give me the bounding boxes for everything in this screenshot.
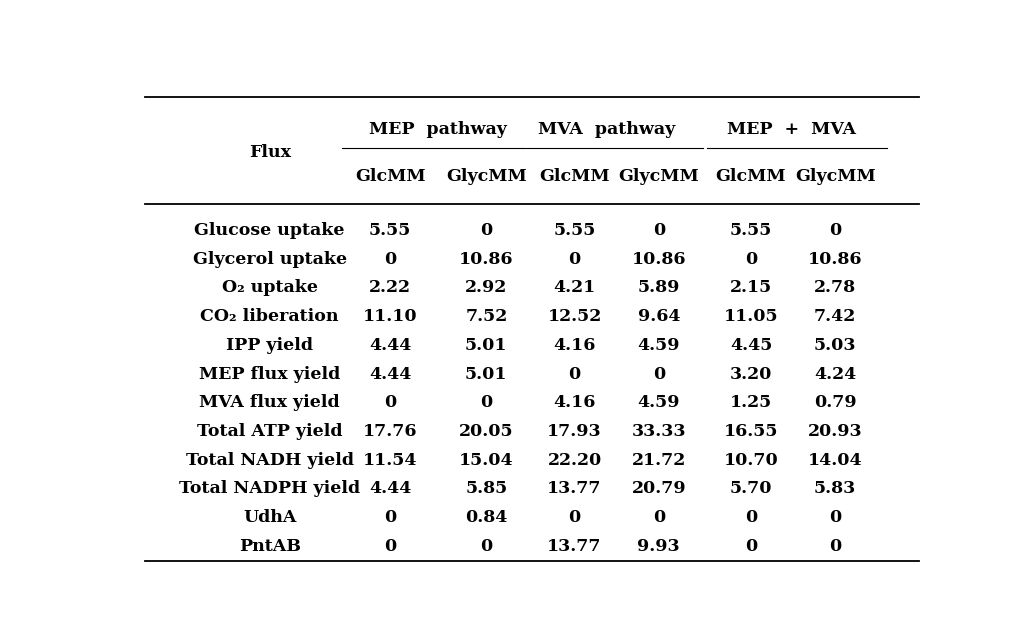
Text: GlycMM: GlycMM (446, 168, 527, 185)
Text: 3.20: 3.20 (730, 366, 772, 383)
Text: 5.55: 5.55 (554, 222, 596, 239)
Text: 4.44: 4.44 (368, 366, 411, 383)
Text: 4.24: 4.24 (815, 366, 856, 383)
Text: 5.55: 5.55 (368, 222, 411, 239)
Text: 0: 0 (568, 366, 581, 383)
Text: MVA  pathway: MVA pathway (538, 121, 675, 138)
Text: 5.83: 5.83 (815, 480, 856, 497)
Text: 7.42: 7.42 (815, 308, 856, 325)
Text: CO₂ liberation: CO₂ liberation (201, 308, 339, 325)
Text: 20.05: 20.05 (459, 423, 513, 440)
Text: GlycMM: GlycMM (618, 168, 700, 185)
Text: Glucose uptake: Glucose uptake (195, 222, 345, 239)
Text: 22.20: 22.20 (548, 451, 601, 469)
Text: 17.93: 17.93 (548, 423, 602, 440)
Text: 4.44: 4.44 (368, 480, 411, 497)
Text: 5.70: 5.70 (730, 480, 772, 497)
Text: Glycerol uptake: Glycerol uptake (193, 251, 347, 268)
Text: 0.84: 0.84 (465, 509, 507, 526)
Text: PntAB: PntAB (239, 538, 301, 555)
Text: MEP flux yield: MEP flux yield (199, 366, 341, 383)
Text: GlycMM: GlycMM (795, 168, 876, 185)
Text: 0: 0 (653, 222, 664, 239)
Text: 0: 0 (829, 222, 841, 239)
Text: 0.79: 0.79 (814, 394, 857, 412)
Text: 5.03: 5.03 (814, 337, 857, 354)
Text: 11.54: 11.54 (363, 451, 417, 469)
Text: 0: 0 (384, 538, 396, 555)
Text: 33.33: 33.33 (631, 423, 686, 440)
Text: 0: 0 (384, 509, 396, 526)
Text: 0: 0 (384, 251, 396, 268)
Text: 0: 0 (745, 509, 758, 526)
Text: 5.01: 5.01 (465, 337, 507, 354)
Text: GlcMM: GlcMM (539, 168, 610, 185)
Text: 12.52: 12.52 (548, 308, 601, 325)
Text: 13.77: 13.77 (548, 480, 601, 497)
Text: 4.21: 4.21 (554, 279, 596, 296)
Text: Total NADH yield: Total NADH yield (185, 451, 354, 469)
Text: 0: 0 (568, 509, 581, 526)
Text: 2.92: 2.92 (465, 279, 507, 296)
Text: 13.77: 13.77 (548, 538, 601, 555)
Text: 9.93: 9.93 (638, 538, 680, 555)
Text: 4.16: 4.16 (554, 394, 596, 412)
Text: 0: 0 (829, 509, 841, 526)
Text: 11.05: 11.05 (723, 308, 778, 325)
Text: 17.76: 17.76 (363, 423, 417, 440)
Text: 4.45: 4.45 (730, 337, 772, 354)
Text: 9.64: 9.64 (638, 308, 680, 325)
Text: 0: 0 (480, 394, 493, 412)
Text: 0: 0 (480, 538, 493, 555)
Text: Total NADPH yield: Total NADPH yield (179, 480, 360, 497)
Text: 0: 0 (568, 251, 581, 268)
Text: 10.70: 10.70 (723, 451, 778, 469)
Text: 2.15: 2.15 (730, 279, 772, 296)
Text: 2.22: 2.22 (369, 279, 411, 296)
Text: 4.59: 4.59 (638, 337, 680, 354)
Text: 20.79: 20.79 (631, 480, 686, 497)
Text: 0: 0 (745, 538, 758, 555)
Text: 0: 0 (829, 538, 841, 555)
Text: 4.16: 4.16 (554, 337, 596, 354)
Text: 10.86: 10.86 (631, 251, 686, 268)
Text: 5.85: 5.85 (465, 480, 507, 497)
Text: 4.44: 4.44 (368, 337, 411, 354)
Text: 5.89: 5.89 (638, 279, 680, 296)
Text: MEP  +  MVA: MEP + MVA (727, 121, 856, 138)
Text: 14.04: 14.04 (808, 451, 862, 469)
Text: IPP yield: IPP yield (227, 337, 314, 354)
Text: 5.55: 5.55 (730, 222, 772, 239)
Text: 10.86: 10.86 (460, 251, 513, 268)
Text: 15.04: 15.04 (459, 451, 513, 469)
Text: GlcMM: GlcMM (355, 168, 425, 185)
Text: Flux: Flux (248, 144, 291, 162)
Text: GlcMM: GlcMM (716, 168, 787, 185)
Text: 5.01: 5.01 (465, 366, 507, 383)
Text: 20.93: 20.93 (808, 423, 862, 440)
Text: 4.59: 4.59 (638, 394, 680, 412)
Text: 0: 0 (480, 222, 493, 239)
Text: 0: 0 (384, 394, 396, 412)
Text: 7.52: 7.52 (465, 308, 507, 325)
Text: 1.25: 1.25 (730, 394, 772, 412)
Text: Total ATP yield: Total ATP yield (197, 423, 343, 440)
Text: 21.72: 21.72 (631, 451, 686, 469)
Text: 10.86: 10.86 (808, 251, 862, 268)
Text: 16.55: 16.55 (723, 423, 778, 440)
Text: O₂ uptake: O₂ uptake (221, 279, 318, 296)
Text: 0: 0 (653, 509, 664, 526)
Text: 0: 0 (745, 251, 758, 268)
Text: MVA flux yield: MVA flux yield (200, 394, 341, 412)
Text: 0: 0 (653, 366, 664, 383)
Text: 2.78: 2.78 (815, 279, 856, 296)
Text: MEP  pathway: MEP pathway (369, 121, 507, 138)
Text: UdhA: UdhA (243, 509, 296, 526)
Text: 11.10: 11.10 (362, 308, 417, 325)
